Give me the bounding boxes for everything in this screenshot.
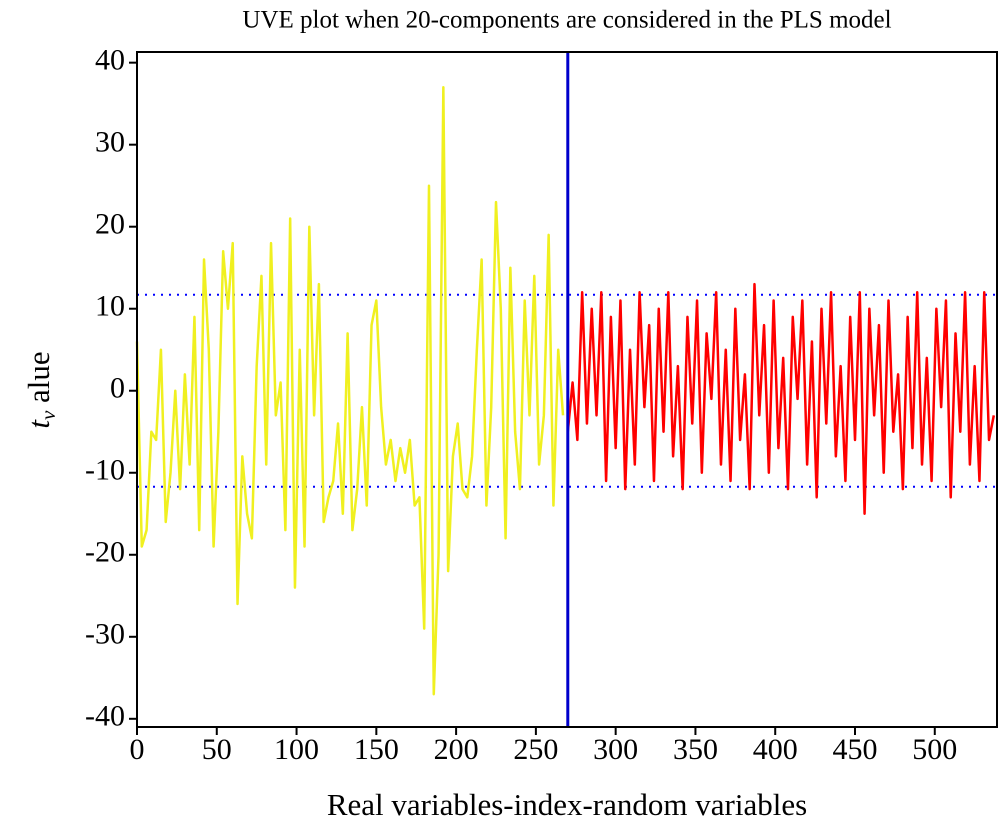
y-label-part: t bbox=[21, 419, 56, 429]
y-label-part: v bbox=[36, 410, 60, 420]
y-tick-label: -20 bbox=[85, 536, 125, 569]
x-tick-label: 350 bbox=[673, 733, 718, 766]
y-axis-label: tv alue bbox=[21, 351, 60, 428]
x-axis-label: Real variables-index-random variables bbox=[327, 787, 807, 822]
x-tick-label: 100 bbox=[274, 733, 319, 766]
x-tick-label: 200 bbox=[434, 733, 479, 766]
chart-title: UVE plot when 20-components are consider… bbox=[242, 7, 891, 34]
y-tick-label: 0 bbox=[110, 372, 125, 405]
y-tick-label: 10 bbox=[95, 290, 125, 323]
y-tick-label: -10 bbox=[85, 454, 125, 487]
x-tick-label: 300 bbox=[593, 733, 638, 766]
x-tick-label: 450 bbox=[832, 733, 877, 766]
x-tick-label: 150 bbox=[354, 733, 399, 766]
data-line bbox=[135, 86, 565, 696]
y-label-part: alue bbox=[21, 351, 56, 410]
x-tick-label: 400 bbox=[753, 733, 798, 766]
x-tick-label: 50 bbox=[202, 733, 232, 766]
y-tick-label: -40 bbox=[85, 700, 125, 733]
y-tick-label: 30 bbox=[95, 126, 125, 159]
x-tick-label: 250 bbox=[513, 733, 558, 766]
plot-frame bbox=[136, 51, 998, 728]
data-line bbox=[566, 282, 996, 516]
y-tick-label: 40 bbox=[95, 44, 125, 77]
y-tick-label: -30 bbox=[85, 618, 125, 651]
x-tick-label: 500 bbox=[912, 733, 957, 766]
x-tick-label: 0 bbox=[130, 733, 145, 766]
y-tick-label: 20 bbox=[95, 208, 125, 241]
